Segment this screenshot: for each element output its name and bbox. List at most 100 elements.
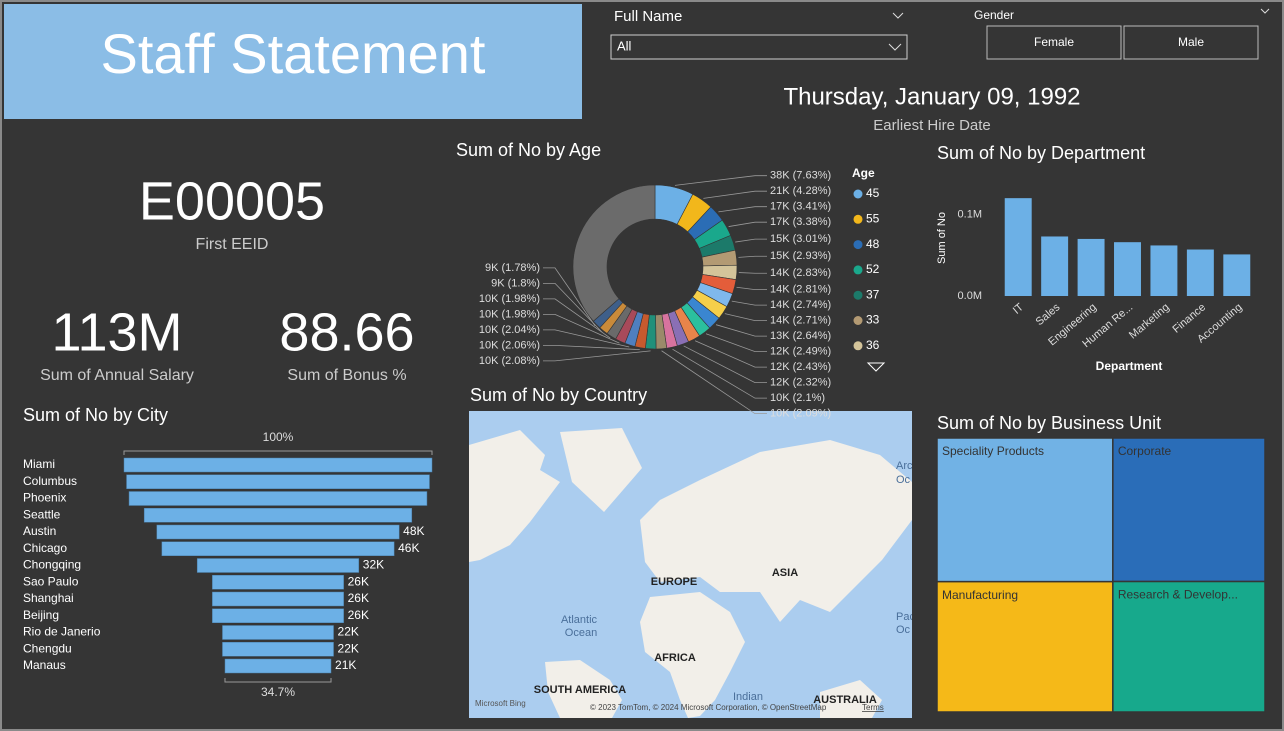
data-label: 14K (2.83%) <box>770 267 831 279</box>
data-label: 14K (2.81%) <box>770 284 831 296</box>
funnel-bottom-label: 34.7% <box>261 685 295 699</box>
legend-label: 36 <box>866 338 880 352</box>
legend-marker <box>853 341 863 351</box>
tile-label: Speciality Products <box>942 444 1044 458</box>
legend-label: 55 <box>866 211 880 225</box>
map-label: Ocean <box>565 627 597 639</box>
map-provider: Microsoft Bing <box>475 699 526 708</box>
data-label: 26K <box>348 608 369 622</box>
legend-marker <box>853 290 863 300</box>
chart-title: Sum of No by Age <box>456 140 601 160</box>
bar <box>1041 236 1069 296</box>
chevron[interactable] <box>892 12 904 19</box>
map-label: Atlantic <box>561 614 598 626</box>
land <box>820 680 882 718</box>
data-label: 10K (2.08%) <box>479 355 540 367</box>
data-label: 12K (2.32%) <box>770 377 831 389</box>
data-label: 21K (4.28%) <box>770 185 831 197</box>
map[interactable]: EUROPE ASIA AFRICA SOUTH AMERICA AUSTRALIA At… <box>469 411 915 718</box>
funnel-bar <box>126 474 430 489</box>
slicer-button[interactable] <box>1123 25 1259 60</box>
legend-marker <box>853 316 863 325</box>
card-label: Sum of Bonus % <box>287 367 406 384</box>
funnel-bar <box>212 591 344 607</box>
bracket <box>123 450 433 455</box>
card-label: Sum of Annual Salary <box>40 367 194 384</box>
data-label: 17K (3.38%) <box>770 216 831 228</box>
funnel-bar <box>156 524 400 540</box>
data-label: 17K (3.41%) <box>770 201 831 213</box>
dropdown-value[interactable]: All <box>617 38 632 53</box>
data-label: 14K (2.74%) <box>770 299 831 311</box>
header-title: Staff Statement <box>101 22 486 85</box>
leader-line <box>683 345 767 384</box>
map-title: Sum of No by Country <box>470 385 647 405</box>
leader-line <box>731 300 767 306</box>
data-label: 22K <box>338 625 359 639</box>
category-label: Manaus <box>23 658 66 672</box>
legend-more[interactable] <box>866 362 886 372</box>
category-label: Austin <box>23 524 56 538</box>
data-label: 10K (2.09%) <box>770 408 831 420</box>
map-label: EUROPE <box>651 576 697 588</box>
data-label: 10K (1.98%) <box>479 293 540 305</box>
treemap-tile <box>1112 580 1266 713</box>
leader-line <box>543 313 620 344</box>
leader-line <box>738 255 767 258</box>
dropdown-box[interactable] <box>610 34 908 60</box>
card-label: Earliest Hire Date <box>873 117 991 134</box>
land <box>545 660 622 718</box>
land <box>640 440 912 622</box>
chevron[interactable] <box>888 43 902 51</box>
leader-line <box>735 238 767 243</box>
data-label: 46K <box>398 541 419 555</box>
category-label: Miami <box>23 457 55 471</box>
card-value: E00005 <box>139 171 325 231</box>
card-value: 113M <box>51 302 182 362</box>
data-label: 21K <box>335 658 356 672</box>
map-label: SOUTH AMERICA <box>534 684 627 696</box>
funnel-bar <box>128 491 428 506</box>
legend-marker <box>853 189 863 199</box>
slicer-button[interactable] <box>986 25 1122 60</box>
funnel-bar <box>212 608 344 623</box>
card-value: 88.66 <box>279 302 414 362</box>
leader-line <box>705 333 767 353</box>
data-label: 10K (1.98%) <box>479 308 540 320</box>
chart-title: Sum of No by City <box>23 405 168 425</box>
leader-line <box>728 221 767 227</box>
card-label: First EEID <box>196 236 269 253</box>
card-value: Thursday, January 09, 1992 <box>783 83 1080 110</box>
map-label: Oc <box>896 624 911 636</box>
category-label: Phoenix <box>23 491 66 505</box>
slicer-option[interactable]: Female <box>1034 35 1074 49</box>
land <box>640 592 745 718</box>
legend-label: 52 <box>866 262 880 276</box>
map-label: AUSTRALIA <box>813 694 877 706</box>
data-label: 13K (2.64%) <box>770 330 831 342</box>
leader-line <box>543 267 596 327</box>
header-box <box>4 4 582 119</box>
y-axis-title: Sum of No <box>936 212 948 264</box>
legend-marker <box>853 240 863 250</box>
leader-line <box>703 190 767 199</box>
legend-label: 33 <box>866 313 880 327</box>
x-axis-title: Department <box>1096 359 1163 373</box>
category-label: Columbus <box>23 474 77 488</box>
data-label: 15K (3.01%) <box>770 233 831 245</box>
leader-line <box>694 340 767 368</box>
category-label: Sao Paulo <box>23 574 79 588</box>
map-terms: Terms <box>862 703 884 712</box>
slicer-option[interactable]: Male <box>1178 35 1204 49</box>
data-label: 9K (1.78%) <box>485 262 540 274</box>
category-label: Chicago <box>23 541 67 555</box>
chevron[interactable] <box>1260 8 1270 14</box>
dropdown[interactable]: All <box>610 34 908 60</box>
category-label: Rio de Janerio <box>23 625 101 639</box>
slicer-title: Gender <box>974 8 1014 22</box>
category-label: Chengdu <box>23 641 72 655</box>
tile-label: Corporate <box>1118 444 1172 458</box>
map-attribution: © 2023 TomTom, © 2024 Microsoft Corporat… <box>590 703 827 712</box>
data-label: 10K (2.04%) <box>479 324 540 336</box>
